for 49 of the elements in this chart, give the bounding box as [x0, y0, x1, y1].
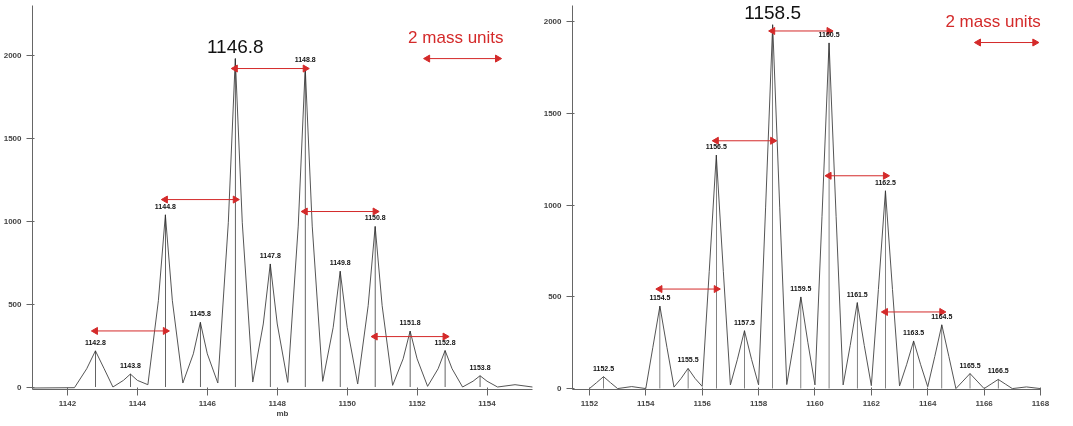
x-tick-label: 1142: [58, 398, 77, 408]
point: [300, 207, 308, 216]
point: [768, 26, 776, 35]
annotation: 1146.8: [206, 35, 264, 57]
y-tick-label: 2000: [3, 50, 23, 60]
x-tick-label: 1164: [919, 398, 937, 408]
point: [423, 54, 431, 63]
point: [232, 195, 240, 204]
y-tick-label: 1500: [3, 133, 23, 143]
x-axis-title: mb: [276, 408, 289, 418]
point: [882, 171, 890, 180]
x-tick-label: 1152: [580, 398, 599, 408]
x-tick-label: 1156: [693, 398, 712, 408]
point: [162, 326, 170, 335]
point: [160, 195, 168, 204]
point: [655, 285, 663, 294]
x-tick-label: 1144: [128, 398, 147, 408]
x-tick-label: 1162: [862, 398, 881, 408]
y-tick-label: 500: [548, 292, 563, 302]
point: [880, 307, 888, 316]
y-tick-label: 1000: [3, 216, 23, 226]
point: [302, 64, 310, 73]
annotation: 2 mass units: [945, 11, 1041, 31]
y-tick-label: 1500: [543, 109, 563, 119]
y-tick-label: 0: [17, 382, 23, 392]
x-tick-label: 1154: [637, 398, 656, 408]
x-tick-label: 1160: [806, 398, 825, 408]
annotation: 2 mass units: [408, 27, 504, 47]
point: [824, 171, 832, 180]
annotation: 1158.5: [744, 1, 802, 23]
x-tick-label: 1154: [478, 398, 497, 408]
x-tick-label: 1158: [749, 398, 768, 408]
x-tick-label: 1152: [408, 398, 427, 408]
point: [770, 136, 778, 145]
point: [90, 326, 98, 335]
y-tick-label: 2000: [543, 17, 563, 27]
x-tick-label: 1166: [975, 398, 994, 408]
point: [713, 285, 721, 294]
point: [495, 54, 503, 63]
point: [370, 332, 378, 341]
x-tick-label: 1168: [1031, 398, 1050, 408]
x-tick-label: 1146: [198, 398, 217, 408]
x-tick-label: 1148: [268, 398, 287, 408]
point: [230, 64, 238, 73]
point: [1032, 38, 1040, 47]
y-tick-label: 1000: [543, 200, 563, 210]
y-tick-label: 500: [8, 299, 23, 309]
x-tick-label: 1150: [338, 398, 357, 408]
y-tick-label: 0: [557, 384, 563, 394]
